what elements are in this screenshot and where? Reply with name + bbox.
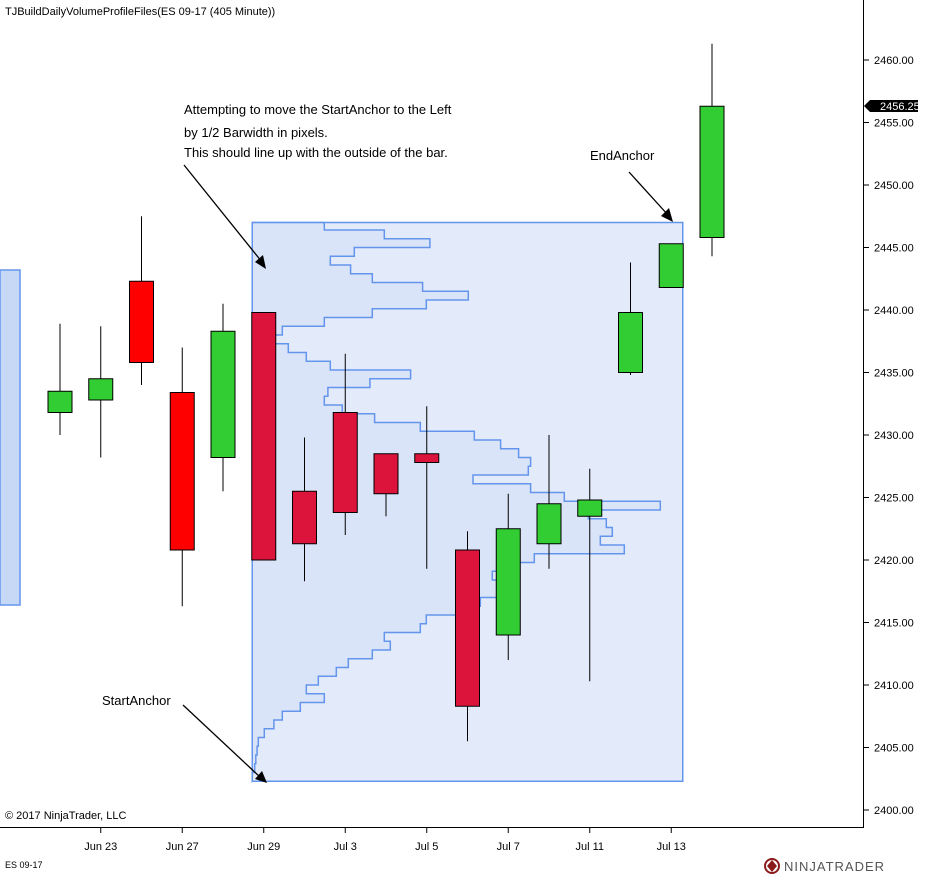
- copyright-text: © 2017 NinjaTrader, LLC: [5, 810, 126, 822]
- y-tick-label: 2430.00: [874, 430, 914, 442]
- y-tick-label: 2460.00: [874, 55, 914, 67]
- y-tick-label: 2435.00: [874, 368, 914, 380]
- candle-14: [618, 262, 643, 375]
- y-tick-label: 2425.00: [874, 493, 914, 505]
- candle-10: [455, 531, 480, 742]
- candle-body: [373, 453, 399, 495]
- y-tick-label: 2400.00: [874, 805, 914, 817]
- candle-body: [129, 280, 154, 363]
- x-tick-label: Jun 27: [166, 841, 199, 853]
- left-profile-box: [0, 269, 21, 606]
- chart-title: TJBuildDailyVolumeProfileFiles(ES 09-17 …: [5, 6, 275, 18]
- end-anchor-arrow: [628, 171, 673, 222]
- candle-body: [455, 549, 480, 707]
- candle-3: [169, 347, 195, 607]
- annotation-line-1: Attempting to move the StartAnchor to th…: [184, 102, 452, 117]
- x-tick-label: Jun 23: [84, 841, 117, 853]
- candle-body: [169, 392, 195, 551]
- candle-body: [292, 490, 317, 545]
- end-anchor-label: EndAnchor: [590, 148, 655, 163]
- start-anchor-label: StartAnchor: [102, 693, 171, 708]
- candle-body: [495, 528, 521, 636]
- candle-13: [577, 468, 603, 682]
- x-tick-label: Jul 11: [575, 841, 604, 853]
- candle-0: [47, 323, 73, 435]
- candle-11: [495, 493, 521, 660]
- x-tick-label: Jul 7: [497, 841, 520, 853]
- candle-7: [332, 353, 358, 535]
- x-tick-label: Jul 13: [657, 841, 686, 853]
- y-tick-label: 2415.00: [874, 618, 914, 630]
- candle-body: [414, 453, 440, 463]
- candle-body: [577, 499, 603, 517]
- candle-body: [251, 312, 277, 561]
- candle-body: [618, 312, 643, 373]
- candle-body: [47, 390, 73, 413]
- candle-12: [536, 435, 562, 569]
- x-tick-label: Jul 5: [415, 841, 438, 853]
- last-price-label: 2456.25: [880, 101, 920, 113]
- y-tick-label: 2410.00: [874, 680, 914, 692]
- candle-4: [210, 303, 236, 492]
- x-tick-label: Jun 29: [247, 841, 280, 853]
- candle-2: [129, 216, 154, 385]
- annotation-line-2: by 1/2 Barwidth in pixels.: [184, 125, 328, 140]
- candle-15: [658, 243, 684, 288]
- y-tick-label: 2450.00: [874, 180, 914, 192]
- candle-body: [658, 243, 684, 288]
- start-anchor-arrow: [182, 704, 267, 783]
- candle-8: [373, 453, 399, 517]
- price-axis: 2400.00 2405.00 2410.00 2415.00 2420.00 2425.…: [863, 55, 914, 817]
- annotation-arrow-top: [183, 164, 266, 269]
- candle-16: [699, 43, 725, 257]
- time-axis: Jun 23 Jun 27 Jun 29 Jul 3 Jul 5 Jul 7 Jul 11 J…: [84, 827, 686, 853]
- candle-body: [536, 503, 562, 545]
- y-tick-label: 2455.00: [874, 118, 914, 130]
- candle-body: [699, 105, 725, 238]
- candle-1: [88, 326, 114, 458]
- y-tick-label: 2440.00: [874, 305, 914, 317]
- y-tick-label: 2405.00: [874, 743, 914, 755]
- instrument-label: ES 09-17: [5, 860, 43, 870]
- last-price-marker: 2456.25: [864, 100, 920, 113]
- candle-9: [414, 406, 440, 569]
- candle-body: [88, 378, 114, 401]
- candle-body: [332, 412, 358, 513]
- candle-5: [251, 312, 277, 561]
- x-tick-label: Jul 3: [334, 841, 357, 853]
- volume-profile-outline: [251, 221, 662, 784]
- y-tick-label: 2445.00: [874, 243, 914, 255]
- brand-text: NINJATRADER: [784, 859, 885, 874]
- y-tick-label: 2420.00: [874, 555, 914, 567]
- annotation-line-3: This should line up with the outside of …: [184, 145, 448, 160]
- ninjatrader-logo: NINJATRADER: [764, 858, 885, 874]
- candle-6: [292, 437, 317, 582]
- candles: [47, 43, 725, 742]
- candle-body: [210, 330, 236, 458]
